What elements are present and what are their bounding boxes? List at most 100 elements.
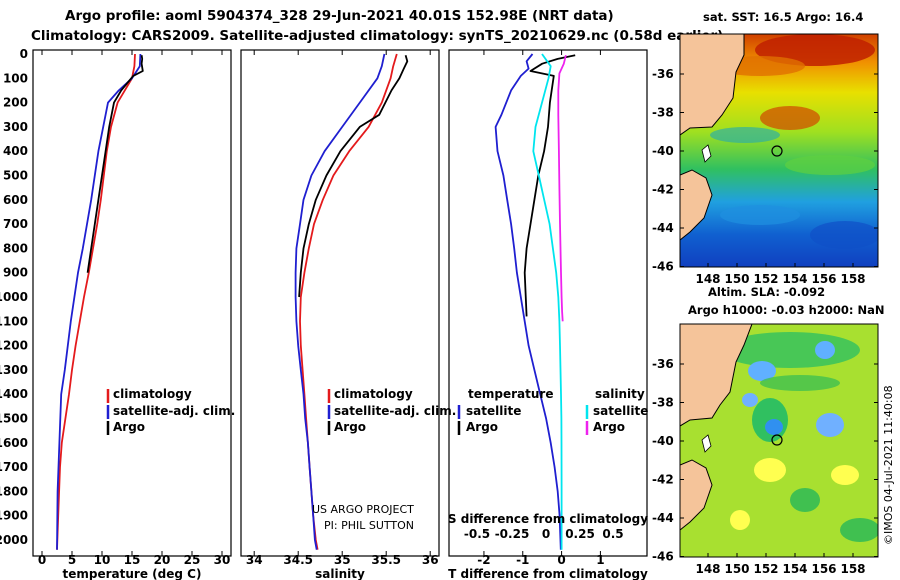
legend-label-climatology: climatology bbox=[113, 387, 192, 401]
depth-tick-label: 100 bbox=[3, 71, 28, 85]
x-tick-label: -2 bbox=[477, 553, 490, 567]
depth-tick-label: 1800 bbox=[0, 484, 28, 498]
temperature-plot: 0 5 10 15 20 25 30 bbox=[38, 50, 231, 567]
difference-legend: temperature salinity satellite Argo sate… bbox=[457, 387, 648, 435]
map-lon-label: 150 bbox=[724, 562, 749, 576]
depth-tick-label: 1000 bbox=[0, 290, 28, 304]
series-line-satellite bbox=[56, 53, 142, 550]
sst-map-title: sat. SST: 16.5 Argo: 16.4 bbox=[703, 10, 863, 24]
salinity-difference-ticks: -0.5 -0.25 0 0.25 0.5 bbox=[464, 527, 624, 541]
legend-label-t-argo: Argo bbox=[466, 420, 498, 434]
depth-tick-label: 900 bbox=[3, 266, 28, 280]
map-lon-label: 148 bbox=[695, 562, 720, 576]
sla-map-ticks: -36 -38 -40 -42 -44 -46 148 150 152 154 156 158 bbox=[652, 357, 878, 576]
map-lon-label: 152 bbox=[753, 562, 778, 576]
depth-tick-label: 1900 bbox=[0, 509, 28, 523]
header-line1: Argo profile: aoml 5904374_328 29-Jun-20… bbox=[65, 8, 614, 24]
legend-label-s-argo: Argo bbox=[593, 420, 625, 434]
temperature-legend: climatology satellite-adj. clim. Argo bbox=[106, 387, 235, 435]
x-tick-label: 0 bbox=[557, 553, 565, 567]
legend-label-t-satellite: satellite bbox=[466, 404, 521, 418]
s-diff-tick-label: 0.5 bbox=[602, 527, 623, 541]
argo-location-marker-sla bbox=[771, 434, 783, 446]
series-line-satellite bbox=[294, 53, 386, 550]
depth-tick-label: 1700 bbox=[0, 460, 28, 474]
s-diff-tick-label: -0.5 bbox=[464, 527, 490, 541]
depth-axis: 0 100 200 300 400 500 600 700 800 900 1000 1100 1200… bbox=[0, 47, 647, 547]
depth-tick-label: 500 bbox=[3, 169, 28, 183]
credit-pi: PI: PHIL SUTTON bbox=[324, 519, 414, 532]
legend-label-climatology: climatology bbox=[334, 387, 413, 401]
salinity-panel-frame bbox=[240, 49, 440, 557]
salinity-plot: 34 34.5 35 35.5 36 bbox=[246, 50, 439, 567]
depth-tick-label: 400 bbox=[3, 144, 28, 158]
sla-map-title-line1: Altim. SLA: -0.092 bbox=[708, 285, 825, 299]
salinity-legend: climatology satellite-adj. clim. Argo bbox=[327, 387, 456, 435]
argo-location-marker-sst bbox=[771, 145, 783, 157]
header-line2: Climatology: CARS2009. Satellite-adjuste… bbox=[31, 28, 723, 44]
series-line-s_satellite bbox=[532, 53, 563, 550]
series-line-argo bbox=[86, 55, 144, 273]
imos-stamp: ©IMOS 04-Jul-2021 11:40:08 bbox=[882, 385, 895, 545]
depth-tick-label: 1200 bbox=[0, 339, 28, 353]
legend-title-salinity: salinity bbox=[595, 387, 645, 401]
s-diff-tick-label: -0.25 bbox=[495, 527, 530, 541]
series-line-argo bbox=[523, 54, 576, 317]
legend-label-satellite: satellite-adj. clim. bbox=[334, 404, 456, 418]
difference-xlabel: T difference from climatology bbox=[448, 567, 648, 580]
depth-tick-label: 200 bbox=[3, 96, 28, 110]
map-lon-label: 156 bbox=[811, 562, 836, 576]
map-lat-label: -44 bbox=[652, 221, 674, 235]
difference-sublabel: S difference from climatology bbox=[448, 512, 648, 526]
series-line-argo bbox=[298, 54, 409, 298]
map-lat-label: -38 bbox=[652, 106, 674, 120]
salinity-xlabel: salinity bbox=[315, 567, 365, 580]
x-tick-label: 0 bbox=[38, 553, 46, 567]
map-lat-label: -40 bbox=[652, 144, 674, 158]
depth-tick-label: 1300 bbox=[0, 363, 28, 377]
difference-panel-frame bbox=[448, 49, 648, 557]
legend-label-argo: Argo bbox=[334, 420, 366, 434]
map-lon-label: 148 bbox=[695, 272, 720, 286]
depth-tick-label: 0 bbox=[20, 47, 28, 61]
sla-map-title-line2: Argo h1000: -0.03 h2000: NaN bbox=[688, 303, 884, 317]
map-lat-label: -44 bbox=[652, 511, 674, 525]
map-lat-label: -42 bbox=[652, 183, 674, 197]
map-lat-label: -40 bbox=[652, 434, 674, 448]
sla-map bbox=[680, 324, 878, 557]
x-tick-label: 5 bbox=[68, 553, 76, 567]
x-tick-label: 30 bbox=[214, 553, 231, 567]
depth-tick-label: 600 bbox=[3, 193, 28, 207]
depth-tick-label: 2000 bbox=[0, 533, 28, 547]
map-lon-label: 154 bbox=[782, 562, 807, 576]
map-lat-label: -46 bbox=[652, 550, 674, 564]
map-lon-label: 158 bbox=[840, 562, 865, 576]
depth-tick-label: 300 bbox=[3, 120, 28, 134]
difference-plot: -2 -1 0 1 bbox=[477, 50, 605, 567]
sst-map-ticks: -36 -38 -40 -42 -44 -46 148 150 152 154 156 158 bbox=[652, 67, 878, 286]
legend-label-satellite: satellite-adj. clim. bbox=[113, 404, 235, 418]
s-diff-tick-label: 0.25 bbox=[565, 527, 595, 541]
credit-project: US ARGO PROJECT bbox=[312, 503, 414, 516]
depth-tick-label: 1100 bbox=[0, 314, 28, 328]
map-lon-label: 150 bbox=[724, 272, 749, 286]
depth-tick-label: 800 bbox=[3, 241, 28, 255]
x-tick-label: 35.5 bbox=[371, 553, 401, 567]
x-tick-label: 34.5 bbox=[283, 553, 313, 567]
x-tick-label: 15 bbox=[124, 553, 141, 567]
sst-map bbox=[680, 34, 878, 267]
x-tick-label: -1 bbox=[516, 553, 529, 567]
map-lon-label: 158 bbox=[840, 272, 865, 286]
map-lon-label: 152 bbox=[753, 272, 778, 286]
depth-tick-label: 1600 bbox=[0, 436, 28, 450]
legend-title-temperature: temperature bbox=[468, 387, 553, 401]
series-line-s_argo bbox=[557, 54, 567, 322]
legend-label-s-satellite: satellite bbox=[593, 404, 648, 418]
x-tick-label: 36 bbox=[422, 553, 439, 567]
x-tick-label: 35 bbox=[334, 553, 351, 567]
depth-tick-label: 1500 bbox=[0, 412, 28, 426]
map-lon-label: 156 bbox=[811, 272, 836, 286]
x-tick-label: 10 bbox=[94, 553, 111, 567]
legend-label-argo: Argo bbox=[113, 420, 145, 434]
